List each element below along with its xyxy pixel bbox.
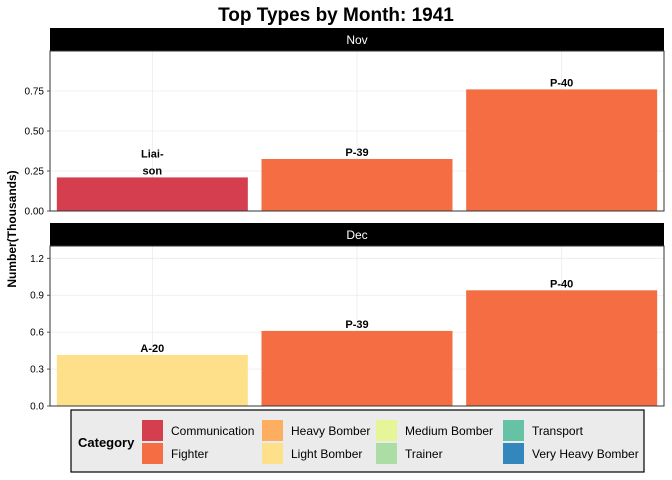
legend-key: [376, 420, 397, 441]
legend-key: [503, 420, 524, 441]
y-tick-label: 1.2: [30, 254, 44, 265]
y-tick-label: 0.6: [30, 328, 44, 339]
y-tick-label: 0.00: [25, 207, 45, 218]
bar: [261, 159, 453, 211]
legend-key: [376, 443, 397, 464]
panel-border: [49, 50, 665, 212]
legend-title: Category: [78, 435, 135, 450]
legend-key: [142, 420, 163, 441]
bar: [56, 354, 248, 406]
legend-key: [503, 443, 524, 464]
panels: Nov Liai-son P-39 P-40 0.00 0.25 0.50 0.75 Dec A-…: [25, 28, 665, 413]
legend-label: Transport: [532, 424, 584, 438]
panel-border: [49, 245, 665, 407]
y-tick-label: 0.50: [25, 127, 45, 138]
legend-label: Medium Bomber: [405, 424, 493, 438]
legend-key: [262, 443, 283, 464]
legend-key: [262, 420, 283, 441]
y-axis-title: Number(Thousands): [5, 170, 19, 287]
y-tick-label: 0.9: [30, 291, 44, 302]
bar-label: Liai-: [141, 148, 164, 160]
legend-label: Communication: [171, 424, 254, 438]
facet-strip: [50, 223, 664, 246]
y-tick-label: 0.75: [25, 87, 45, 98]
bar: [56, 177, 248, 211]
bar-label: P-39: [345, 319, 368, 331]
legend-box: [70, 409, 645, 473]
panel-nov: Nov Liai-son P-39 P-40 0.00 0.25 0.50 0.75: [25, 28, 665, 218]
bar-label: P-40: [550, 77, 573, 89]
chart-title: Top Types by Month: 1941: [218, 5, 454, 26]
legend-label: Trainer: [405, 447, 443, 461]
facet-strip-label: Nov: [346, 33, 367, 47]
y-tick-label: 0.3: [30, 365, 44, 376]
bar: [466, 290, 658, 406]
legend-label: Very Heavy Bomber: [532, 447, 639, 461]
facet-strip: [50, 28, 664, 51]
bar-label: P-40: [550, 278, 573, 290]
legend-label: Fighter: [171, 447, 208, 461]
legend-label: Light Bomber: [291, 447, 362, 461]
legend-label: Heavy Bomber: [291, 424, 370, 438]
panel-dec: Dec A-20 P-39 P-40 0.0 0.3 0.6 0.9 1.2: [30, 223, 665, 413]
facet-strip-label: Dec: [346, 228, 367, 242]
legend: Category Communication Fighter Heavy Bomber…: [70, 409, 645, 473]
bar: [261, 330, 453, 406]
bar-label: A-20: [140, 343, 164, 355]
legend-key: [142, 443, 163, 464]
y-tick-label: 0.25: [25, 167, 45, 178]
bar-label: son: [143, 165, 163, 177]
y-tick-label: 0.0: [30, 402, 44, 413]
bar: [466, 89, 658, 211]
bar-label: P-39: [345, 147, 368, 159]
